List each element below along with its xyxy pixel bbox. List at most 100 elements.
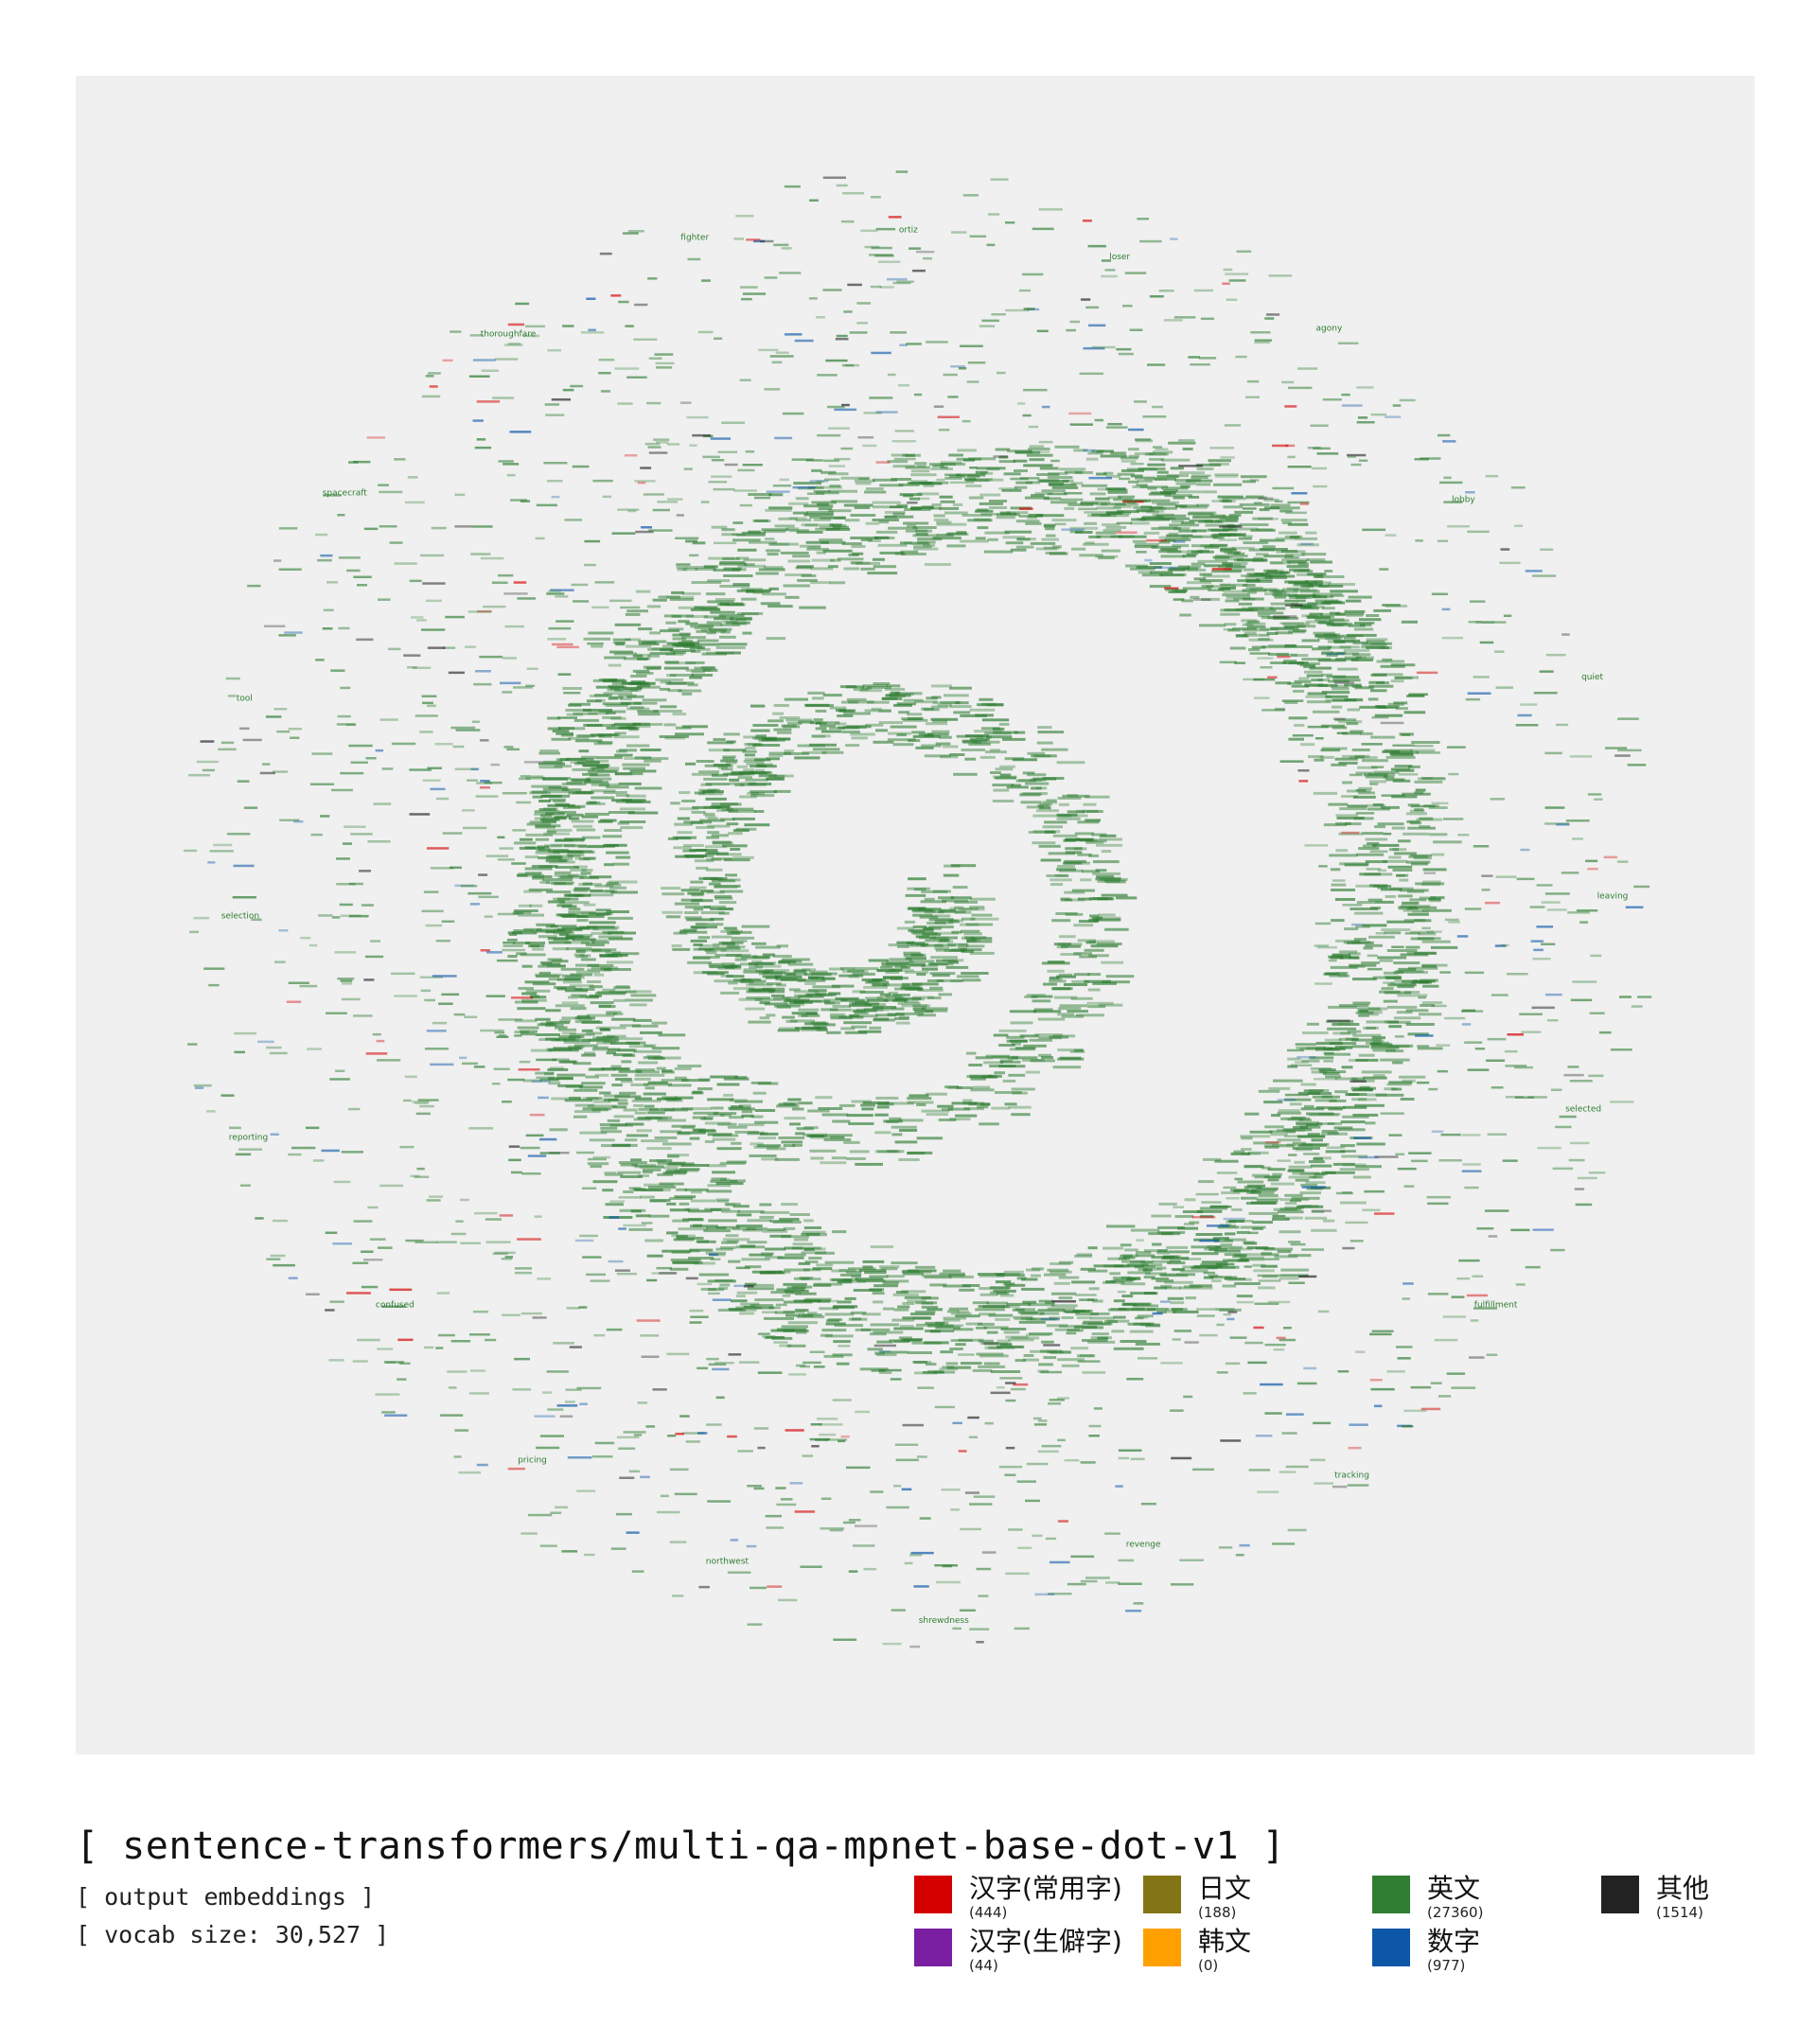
token-mark bbox=[712, 773, 729, 777]
token-mark bbox=[1234, 661, 1246, 664]
token-mark bbox=[1011, 1087, 1035, 1091]
token-mark bbox=[1418, 777, 1446, 781]
token-mark bbox=[1015, 520, 1040, 523]
token-mark bbox=[1327, 645, 1351, 649]
token-mark bbox=[1100, 502, 1126, 506]
token-mark bbox=[1208, 1248, 1228, 1251]
token-mark bbox=[979, 1313, 997, 1316]
token-mark bbox=[1022, 1358, 1039, 1362]
token-mark bbox=[764, 969, 790, 973]
token-mark bbox=[403, 654, 421, 657]
token-mark bbox=[1355, 1165, 1382, 1169]
token-mark bbox=[1160, 1274, 1189, 1278]
token-mark bbox=[1155, 1279, 1173, 1283]
token-mark bbox=[1158, 550, 1182, 554]
token-mark bbox=[669, 1541, 687, 1543]
token-mark bbox=[787, 1098, 802, 1101]
token-mark bbox=[1396, 874, 1405, 877]
token-mark bbox=[1536, 884, 1553, 887]
token-mark bbox=[715, 651, 741, 655]
token-mark bbox=[1428, 897, 1441, 901]
token-mark bbox=[820, 1497, 832, 1500]
token-mark bbox=[659, 735, 689, 738]
token-mark bbox=[1181, 1258, 1202, 1260]
token-mark bbox=[1170, 1260, 1181, 1263]
token-mark bbox=[868, 959, 889, 962]
token-mark bbox=[550, 589, 574, 591]
token-mark bbox=[732, 583, 750, 587]
token-mark bbox=[1309, 1113, 1339, 1117]
token-mark bbox=[640, 749, 662, 751]
token-mark bbox=[817, 1299, 831, 1303]
token-mark bbox=[1264, 575, 1288, 579]
token-mark bbox=[851, 1100, 872, 1103]
token-mark bbox=[928, 962, 949, 966]
token-mark bbox=[1244, 1265, 1252, 1268]
token-mark bbox=[1340, 1201, 1367, 1205]
token-mark bbox=[566, 713, 583, 716]
token-mark bbox=[641, 526, 652, 529]
token-mark bbox=[1281, 380, 1295, 384]
token-mark bbox=[882, 977, 908, 980]
token-mark bbox=[1230, 1189, 1249, 1192]
token-mark bbox=[808, 1135, 824, 1137]
token-mark bbox=[1310, 1164, 1332, 1168]
token-mark bbox=[1057, 865, 1075, 868]
token-mark bbox=[1249, 588, 1278, 591]
token-mark bbox=[700, 783, 713, 786]
token-mark bbox=[685, 539, 697, 543]
token-mark bbox=[309, 943, 318, 947]
token-mark bbox=[807, 1312, 818, 1315]
token-mark bbox=[1402, 901, 1420, 905]
token-mark bbox=[603, 791, 627, 794]
token-mark bbox=[1005, 1283, 1026, 1287]
token-mark bbox=[1232, 627, 1257, 630]
token-mark bbox=[722, 757, 735, 761]
token-mark bbox=[826, 1031, 841, 1034]
token-mark bbox=[730, 1179, 746, 1183]
token-mark bbox=[803, 513, 834, 517]
token-mark bbox=[680, 1107, 712, 1111]
token-mark bbox=[979, 1354, 1009, 1358]
token-mark bbox=[675, 1433, 684, 1436]
token-mark bbox=[1007, 449, 1032, 453]
token-mark bbox=[1332, 1031, 1350, 1035]
token-mark bbox=[609, 880, 638, 884]
token-mark bbox=[1207, 528, 1238, 532]
token-mark bbox=[820, 470, 837, 474]
token-mark bbox=[789, 988, 801, 992]
token-mark bbox=[1233, 561, 1248, 565]
token-mark bbox=[593, 1333, 606, 1337]
token-mark bbox=[1385, 534, 1397, 537]
token-mark bbox=[512, 829, 526, 832]
token-mark bbox=[838, 726, 860, 730]
token-mark bbox=[1165, 1286, 1181, 1290]
token-mark bbox=[1073, 847, 1087, 851]
token-mark bbox=[1398, 894, 1413, 898]
token-mark bbox=[692, 1090, 703, 1094]
token-mark bbox=[755, 572, 779, 575]
token-mark bbox=[708, 1219, 737, 1223]
token-mark bbox=[523, 1079, 542, 1083]
token-mark bbox=[874, 1150, 900, 1154]
token-mark bbox=[820, 1527, 845, 1530]
token-mark bbox=[1046, 534, 1056, 537]
token-mark bbox=[1153, 450, 1173, 454]
token-mark bbox=[1087, 988, 1101, 992]
token-mark bbox=[698, 643, 720, 646]
token-mark bbox=[810, 1156, 824, 1160]
token-mark bbox=[547, 638, 567, 641]
token-mark bbox=[995, 776, 1016, 780]
token-mark bbox=[783, 1329, 809, 1332]
token-mark bbox=[690, 880, 704, 884]
token-mark bbox=[932, 890, 951, 893]
token-mark bbox=[1134, 451, 1155, 455]
token-mark bbox=[1120, 1243, 1132, 1247]
token-mark bbox=[506, 473, 516, 477]
token-mark bbox=[471, 525, 493, 528]
token-mark bbox=[1214, 1159, 1239, 1163]
token-mark bbox=[1505, 1096, 1524, 1099]
token-mark bbox=[820, 978, 836, 980]
token-mark bbox=[1377, 956, 1407, 960]
token-mark bbox=[1329, 1099, 1347, 1102]
